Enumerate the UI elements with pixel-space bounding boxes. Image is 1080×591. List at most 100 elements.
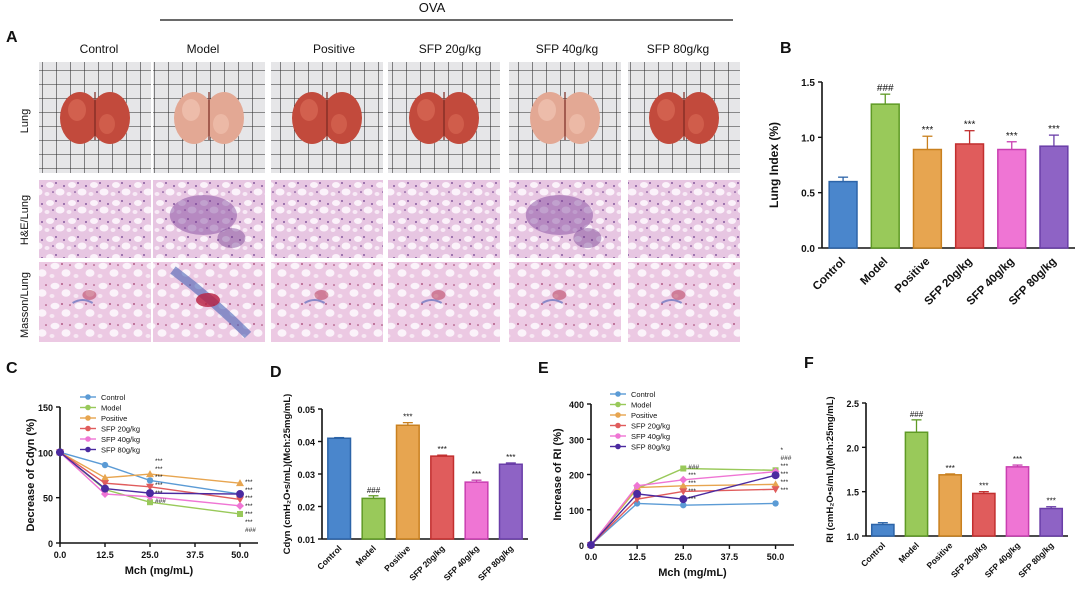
x-tick-label: 12.5 — [628, 552, 646, 562]
bar — [464, 481, 489, 540]
he-inflammation-region — [217, 228, 246, 248]
significance-label: ### — [367, 486, 381, 495]
masson-histology-image — [271, 262, 383, 342]
significance-label: *** — [245, 495, 253, 502]
significance-label: *** — [781, 479, 789, 486]
masson-collagen-trace — [542, 299, 564, 304]
data-point — [236, 496, 244, 504]
significance-label: *** — [1048, 124, 1060, 135]
bar — [498, 463, 523, 540]
data-point — [679, 475, 688, 484]
y-tick-label: 0.0 — [801, 244, 815, 255]
x-tick-label: 37.5 — [186, 550, 204, 560]
data-point — [680, 501, 687, 509]
significance-label: *** — [781, 471, 789, 478]
significance-label: *** — [155, 458, 163, 465]
he-histology-image — [509, 180, 621, 258]
masson-vessel — [671, 290, 686, 300]
series-line — [590, 502, 776, 546]
row-label-he: H&E/Lung — [19, 195, 31, 245]
x-tick-label: 25.0 — [675, 552, 693, 562]
y-tick-label: 2.5 — [846, 399, 859, 409]
bar — [997, 148, 1027, 249]
legend-marker — [85, 436, 91, 442]
y-tick-label: 0 — [48, 539, 53, 549]
y-tick-label: 0.03 — [297, 470, 315, 480]
category-label: Control — [811, 256, 848, 293]
masson-collagen-trace — [661, 299, 683, 304]
bar — [361, 497, 386, 540]
bar — [1039, 145, 1069, 249]
y-axis-label: Decrease of Cdyn (%) — [25, 418, 37, 531]
category-label: SFP 40g/kg — [442, 543, 481, 582]
series-line — [590, 488, 776, 546]
chart-B: 0.0 0.5 1.0 1.5 Control ### Model *** Positive **… — [767, 78, 1075, 308]
x-tick-label: 0.0 — [585, 552, 598, 562]
lung-highlight — [300, 99, 318, 121]
panel-label-a: A — [6, 29, 18, 46]
y-tick-label: 100 — [38, 448, 53, 458]
masson-histology-image — [388, 262, 500, 342]
significance-label: *** — [245, 511, 253, 518]
significance-label: *** — [688, 488, 696, 495]
significance-label: *** — [472, 470, 481, 479]
data-point — [236, 501, 244, 510]
data-point — [587, 541, 595, 549]
masson-histology-image — [509, 262, 621, 342]
data-point — [101, 473, 109, 481]
data-point — [56, 448, 64, 457]
y-tick-label: 0.01 — [297, 535, 315, 545]
column-header: Model — [187, 42, 220, 56]
significance-label: *** — [155, 474, 163, 481]
significance-label: *** — [688, 496, 696, 503]
column-header: SFP 80g/kg — [647, 42, 709, 56]
bar — [1005, 466, 1030, 537]
column-header: Control — [80, 42, 119, 56]
category-label: Control — [315, 543, 343, 571]
series-line — [590, 470, 776, 546]
lung-highlight — [657, 99, 675, 121]
panel-label-b: B — [780, 40, 792, 57]
y-tick-label: 0.04 — [297, 438, 315, 448]
significance-label: ### — [877, 83, 894, 94]
significance-label: ### — [688, 464, 699, 471]
lung-highlight — [538, 99, 556, 121]
category-label: SFP 20g/kg — [407, 543, 446, 582]
legend-label: SFP 20g/kg — [631, 422, 670, 431]
significance-label: *** — [781, 487, 789, 494]
he-histology-image — [153, 180, 265, 258]
data-point — [772, 500, 779, 507]
significance-label: * — [781, 447, 784, 454]
lung-highlight — [331, 114, 347, 134]
significance-label: *** — [506, 453, 515, 462]
data-point — [679, 495, 688, 504]
bar — [971, 492, 996, 537]
significance-label: *** — [403, 413, 412, 422]
y-tick-label: 2.0 — [846, 443, 859, 453]
he-histology-image — [388, 180, 500, 258]
data-point — [101, 461, 109, 469]
bar — [395, 424, 420, 540]
bar — [904, 431, 929, 537]
significance-label: *** — [1006, 131, 1018, 142]
data-point — [771, 471, 780, 480]
category-label: Positive — [924, 540, 954, 570]
legend-label: Model — [631, 401, 652, 410]
masson-collagen-trace — [72, 299, 94, 304]
data-point — [146, 477, 154, 484]
data-point — [633, 489, 642, 498]
data-point — [771, 480, 780, 488]
lung-highlight — [213, 114, 229, 134]
significance-label: *** — [964, 120, 976, 131]
he-inflammation-region — [169, 195, 237, 235]
significance-label: *** — [155, 482, 163, 489]
y-tick-label: 0.05 — [297, 405, 315, 415]
chart-D: 0.01 0.02 0.03 0.04 0.05 Control ### Model *** Po… — [282, 394, 528, 583]
series-line — [59, 451, 241, 507]
y-tick-label: 0 — [579, 541, 584, 551]
masson-histology-image — [39, 262, 151, 342]
lung-highlight — [448, 114, 464, 134]
data-point — [146, 470, 154, 478]
lung-highlight — [182, 99, 200, 121]
